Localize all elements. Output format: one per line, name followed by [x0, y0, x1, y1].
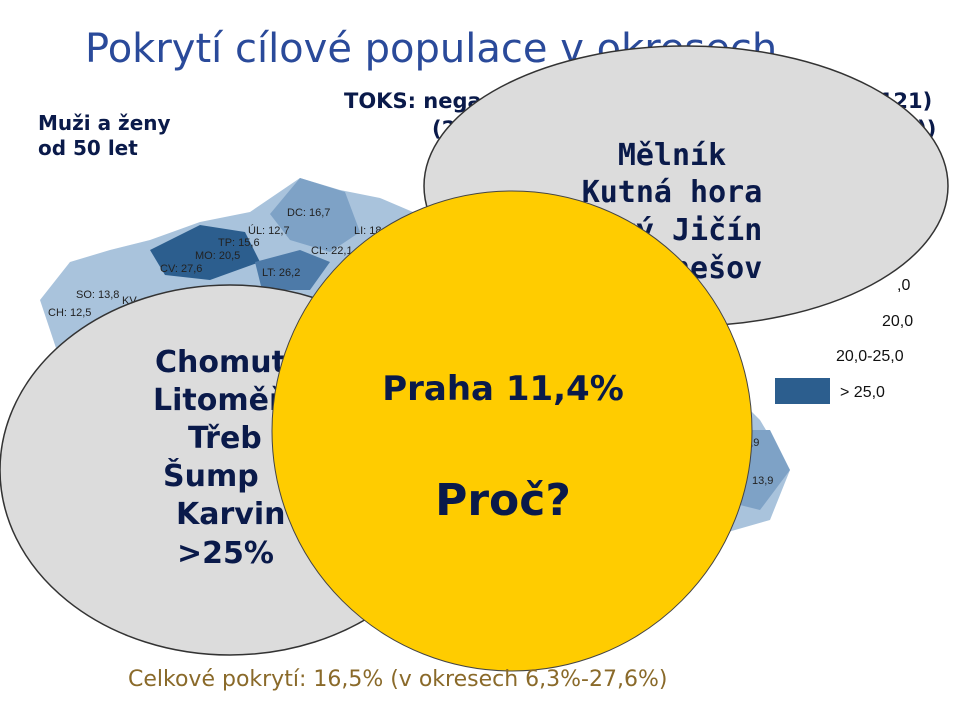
map-label: LT: 26,2 — [262, 267, 300, 279]
legend-label: 20,0 — [882, 313, 913, 330]
legend: > 25,0 20,0-25,0 20,0 ,0 n — [775, 196, 925, 404]
center-bubble — [271, 190, 753, 672]
bubble-line: Chomut — [155, 345, 286, 380]
bubble-line: Karvin — [176, 497, 285, 532]
map-label: CV: 27,6 — [160, 263, 202, 275]
center-text: Praha 11,4% — [382, 369, 624, 409]
map-label: ÚL: 12,7 — [248, 224, 290, 237]
bubble-line: Šump — [163, 457, 259, 494]
bubble-line: Litoměř — [153, 383, 284, 418]
legend-label: 20,0-25,0 — [836, 348, 904, 365]
bubble-line: Kutná hora — [582, 175, 763, 210]
legend-label: > 25,0 — [840, 384, 885, 401]
bubble-line: Třeb — [188, 421, 262, 456]
bubble-line: >25% — [177, 536, 274, 571]
map-label: DC: 16,7 — [287, 207, 330, 219]
legend-swatch — [775, 378, 830, 404]
map-region — [150, 225, 260, 280]
map-label: CH: 12,5 — [48, 307, 91, 319]
population: od 50 let — [38, 136, 138, 160]
footer: Celkové pokrytí: 16,5% (v okresech 6,3%-… — [128, 667, 667, 692]
map-label: CL: 22,1 — [311, 245, 353, 257]
map-region — [270, 178, 360, 252]
map-region — [255, 250, 330, 290]
map-label: 13,9 — [752, 475, 773, 487]
center-text: Proč? — [435, 475, 571, 526]
map-label: MO: 20,5 — [195, 250, 240, 262]
map-label: SO: 13,8 — [76, 289, 119, 301]
chart-title: TOKS: nega — [344, 89, 482, 113]
population: Muži a ženy — [38, 111, 171, 135]
legend-label: ,0 — [897, 277, 910, 294]
map-label: TP: 15,6 — [218, 237, 260, 249]
bubble-line: Mělník — [618, 138, 726, 173]
